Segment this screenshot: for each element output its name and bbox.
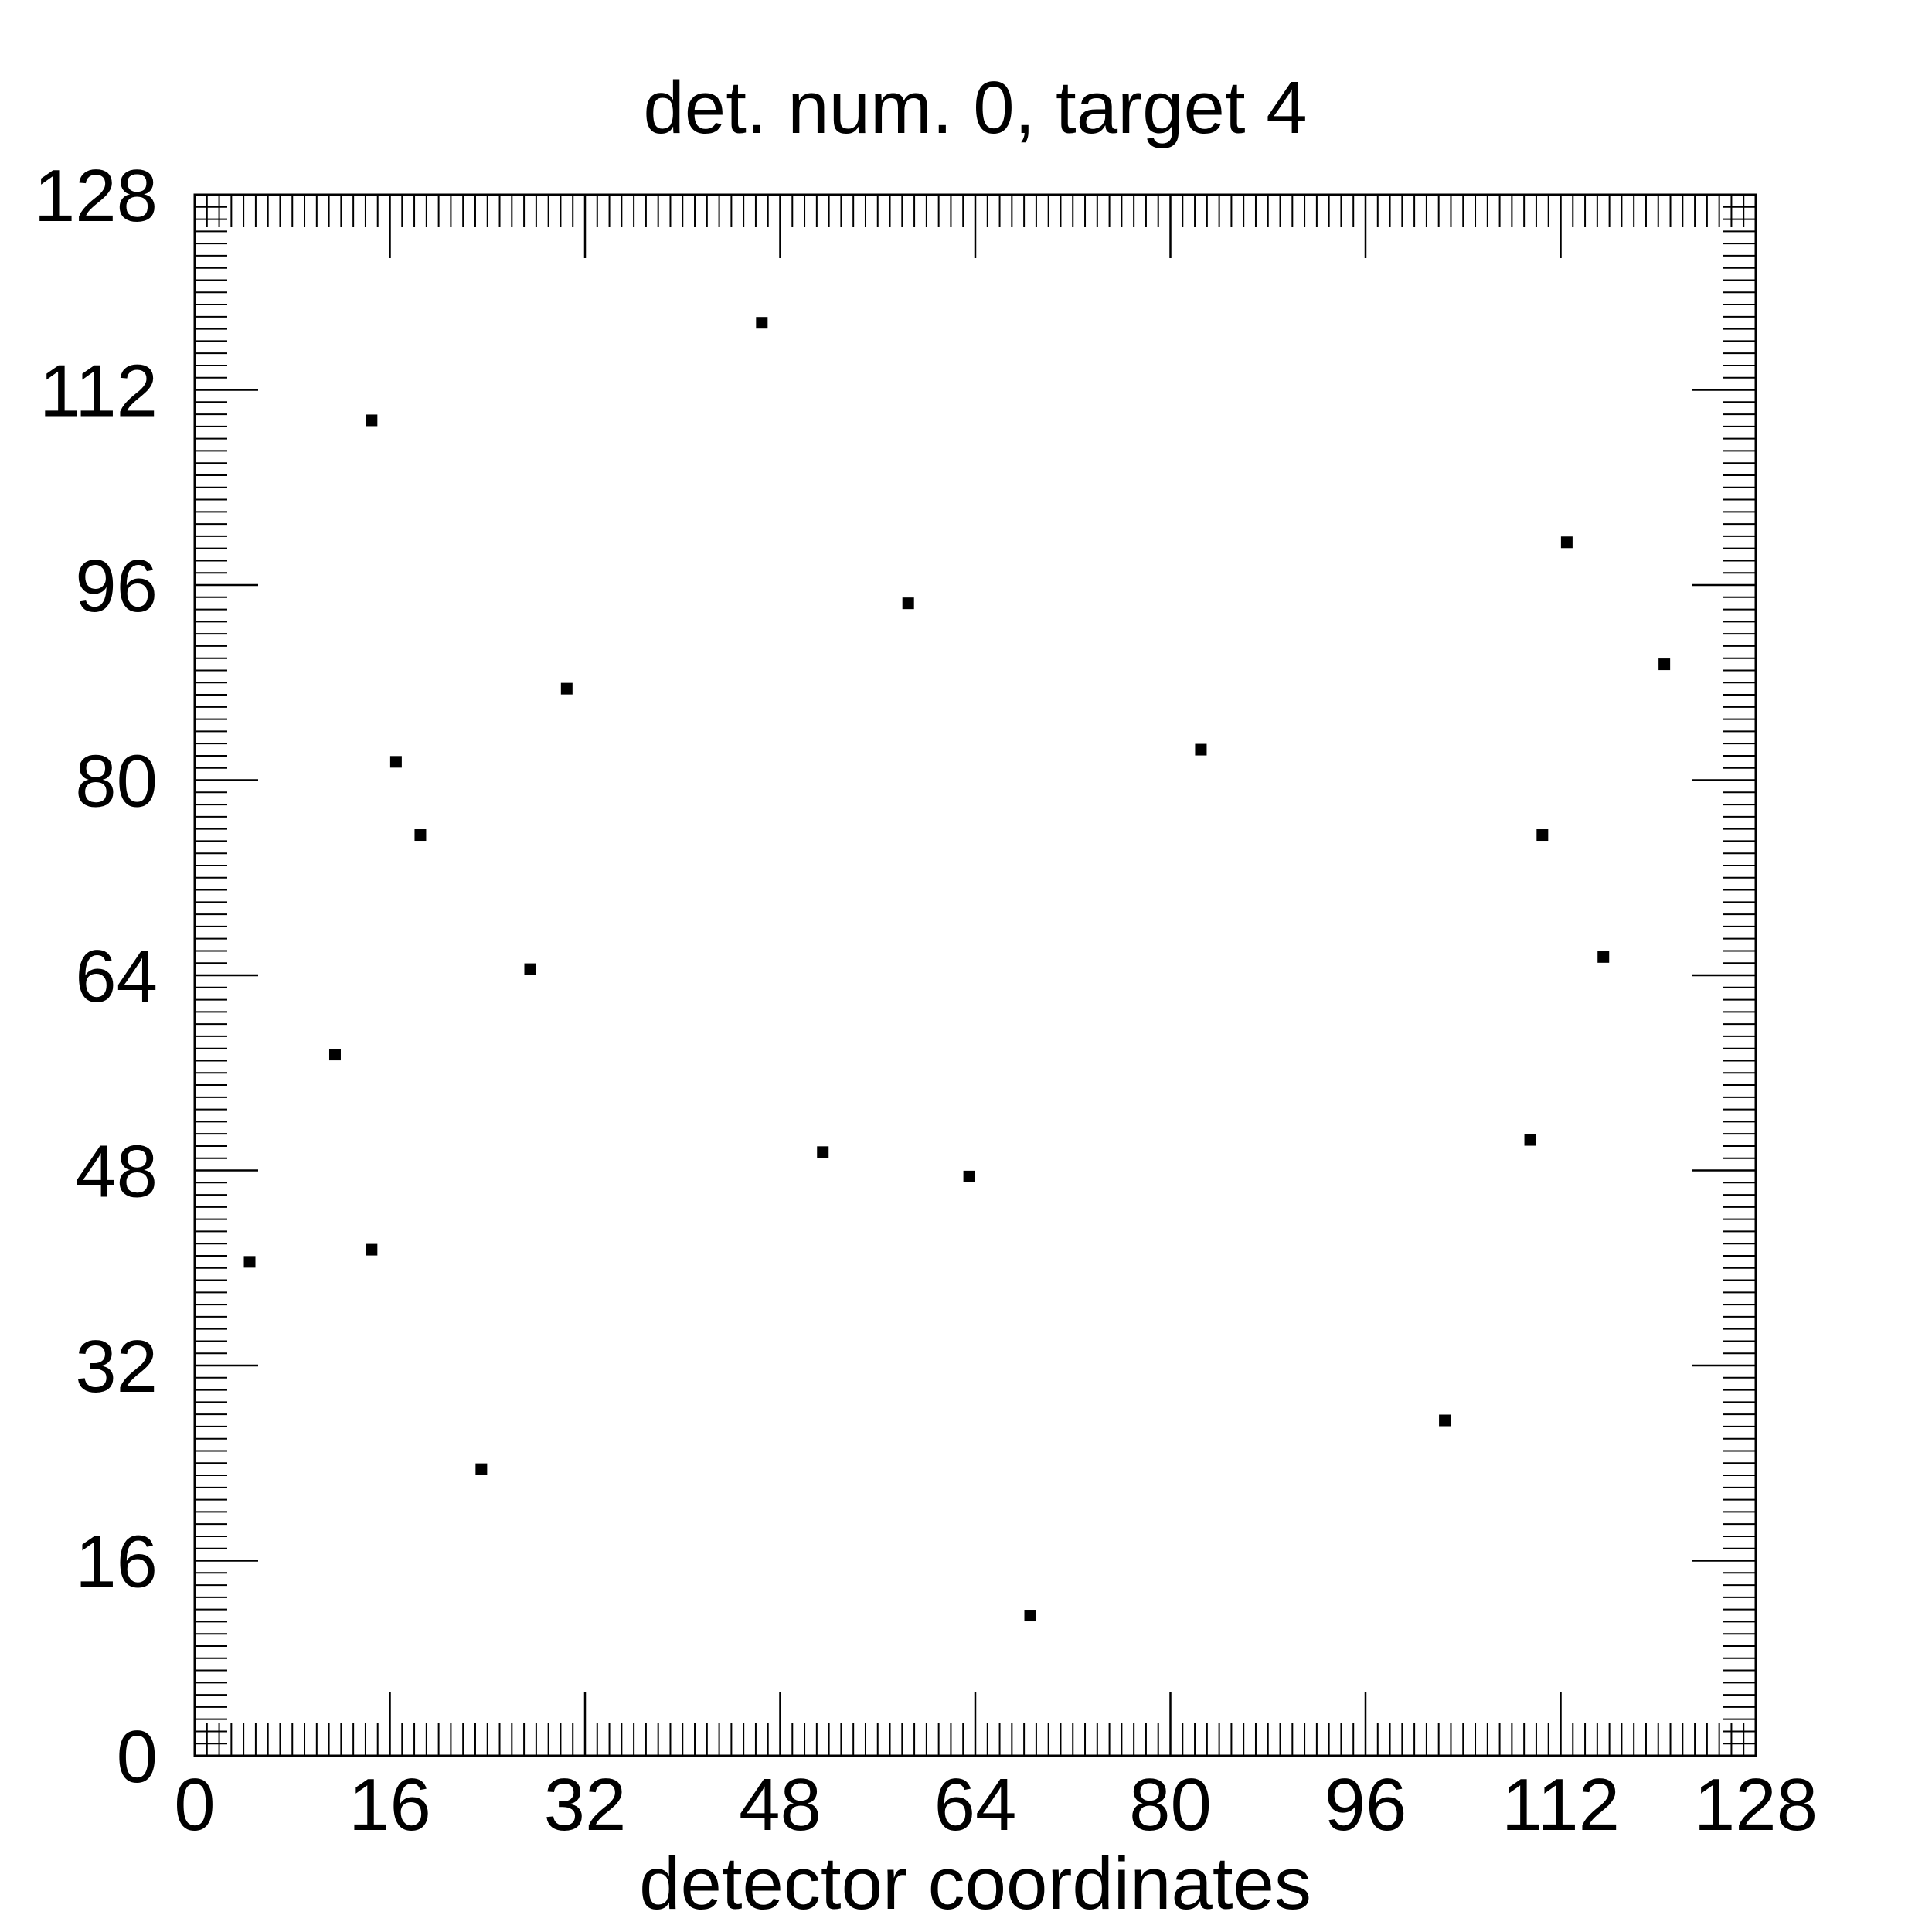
data-point (1439, 1414, 1451, 1427)
data-point (524, 963, 536, 975)
minor-ticks (194, 194, 1757, 1757)
y-axis-tick-labels: 0 16 32 48 64 80 96 112 128 (34, 155, 158, 1798)
x-tick-label: 32 (544, 1764, 627, 1846)
y-tick-label: 48 (75, 1131, 158, 1213)
data-point (366, 414, 378, 427)
data-point (1524, 1134, 1536, 1146)
data-point (1536, 829, 1549, 842)
x-axis-tick-labels: 0 16 32 48 64 80 96 112 128 (174, 1764, 1818, 1846)
y-tick-label: 32 (75, 1325, 158, 1408)
data-point (1024, 1610, 1036, 1622)
x-tick-label: 0 (174, 1764, 215, 1846)
y-tick-label: 0 (117, 1716, 158, 1798)
data-point (1195, 743, 1207, 756)
y-tick-label: 96 (75, 545, 158, 628)
data-point (1597, 951, 1610, 963)
data-point (1658, 658, 1671, 671)
y-tick-label: 80 (75, 740, 158, 823)
y-tick-label: 16 (75, 1521, 158, 1604)
x-tick-label: 48 (739, 1764, 821, 1846)
x-tick-label: 128 (1694, 1764, 1818, 1846)
data-point (902, 597, 914, 610)
y-tick-label: 64 (75, 935, 158, 1018)
plot-area-frame (193, 193, 1757, 1757)
data-point (366, 1243, 378, 1256)
major-ticks (193, 193, 1757, 1757)
data-point (560, 682, 573, 695)
x-tick-label: 80 (1129, 1764, 1212, 1846)
x-tick-label: 112 (1502, 1764, 1620, 1846)
y-tick-label: 112 (39, 350, 158, 433)
chart-title: det. num. 0, target 4 (643, 66, 1307, 149)
data-point (243, 1256, 256, 1268)
x-tick-label: 64 (934, 1764, 1017, 1846)
data-point (963, 1170, 975, 1182)
data-points (243, 317, 1671, 1622)
data-point (389, 756, 402, 768)
data-point (756, 317, 768, 329)
data-point (1560, 536, 1573, 549)
x-tick-label: 96 (1325, 1764, 1407, 1846)
data-point (414, 829, 427, 842)
x-tick-label: 16 (349, 1764, 431, 1846)
data-point (475, 1463, 488, 1475)
data-point (817, 1146, 829, 1158)
data-point (328, 1049, 341, 1061)
y-tick-label: 128 (34, 155, 158, 237)
x-axis-label: detector coordinates (639, 1842, 1311, 1925)
